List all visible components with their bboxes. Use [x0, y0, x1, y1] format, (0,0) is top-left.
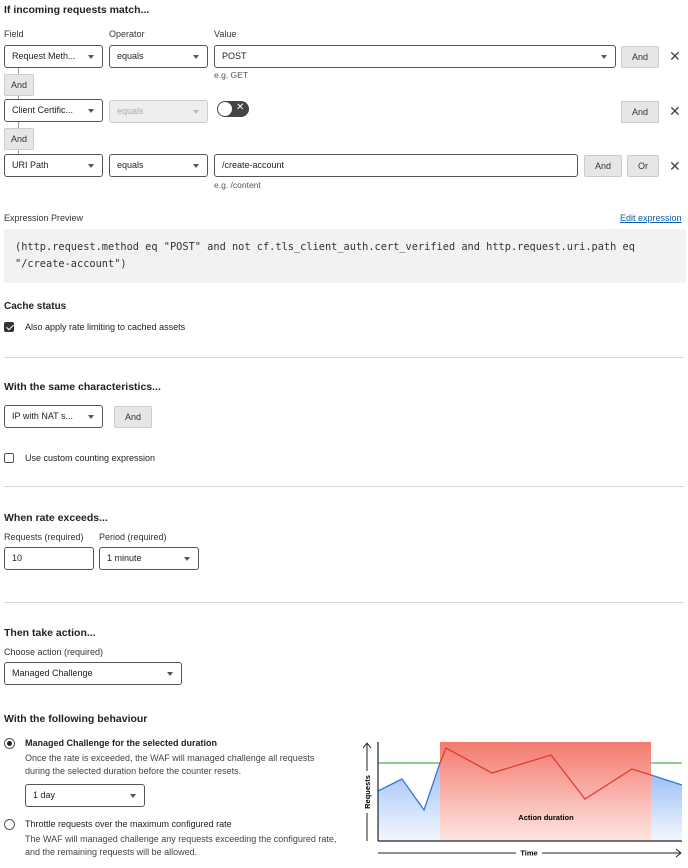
cache-checkbox[interactable]: [4, 322, 14, 332]
custom-expression-checkbox[interactable]: [4, 453, 14, 463]
field-select[interactable]: Client Certific...: [4, 99, 103, 122]
action-duration-band: [440, 742, 651, 841]
value-toggle[interactable]: ✕: [217, 101, 249, 117]
y-axis-label: Requests: [363, 775, 372, 809]
characteristics-title: With the same characteristics...: [4, 381, 161, 393]
connector-line: [18, 146, 19, 154]
expression-label: Expression Preview: [4, 213, 84, 223]
field-header: Field: [4, 29, 24, 39]
or-button[interactable]: Or: [627, 155, 659, 177]
action-select[interactable]: Managed Challenge: [4, 662, 182, 685]
expression-preview: (http.request.method eq "POST" and not c…: [4, 229, 686, 283]
and-button[interactable]: And: [114, 406, 152, 428]
connector-line: [18, 122, 19, 130]
duration-option-title: Managed Challenge for the selected durat…: [25, 738, 218, 748]
operator-select[interactable]: equals: [109, 45, 208, 68]
and-button[interactable]: And: [584, 155, 622, 177]
value-hint: e.g. GET: [214, 70, 249, 80]
field-select[interactable]: URI Path: [4, 154, 103, 177]
remove-icon[interactable]: ✕: [669, 48, 681, 64]
duration-radio[interactable]: [4, 738, 15, 749]
remove-icon[interactable]: ✕: [669, 158, 681, 174]
under-threshold-area: [378, 763, 440, 841]
under-threshold-area: [651, 775, 682, 841]
value-input[interactable]: /create-account: [214, 154, 578, 177]
divider: [4, 602, 684, 603]
x-axis-label: Time: [520, 849, 537, 858]
x-arrow-head: [675, 848, 682, 858]
requests-input[interactable]: 10: [4, 547, 94, 570]
divider: [4, 357, 684, 358]
close-icon: ✕: [236, 102, 245, 113]
match-title: If incoming requests match...: [4, 4, 150, 16]
field-select[interactable]: Request Meth...: [4, 45, 103, 68]
cache-checkbox-label: Also apply rate limiting to cached asset…: [25, 322, 186, 332]
action-title: Then take action...: [4, 627, 96, 639]
and-button[interactable]: And: [621, 46, 659, 68]
requests-label: Requests (required): [4, 532, 84, 542]
rate-title: When rate exceeds...: [4, 512, 108, 524]
connector-line: [18, 67, 19, 76]
value-hint: e.g. /content: [214, 180, 261, 190]
characteristics-select[interactable]: IP with NAT s...: [4, 405, 103, 428]
throttle-option-desc: The WAF will managed challenge any reque…: [25, 834, 337, 857]
throttle-radio[interactable]: [4, 819, 15, 830]
choose-action-label: Choose action (required): [4, 647, 104, 657]
period-label: Period (required): [99, 532, 167, 542]
divider: [4, 486, 684, 487]
and-connector-button[interactable]: And: [4, 128, 34, 150]
requests-line-under: [650, 774, 683, 786]
duration-select[interactable]: 1 day: [25, 784, 145, 807]
action-duration-label: Action duration: [518, 813, 574, 822]
operator-select[interactable]: equals: [109, 154, 208, 177]
operator-select: equals: [109, 100, 208, 123]
period-select[interactable]: 1 minute: [99, 547, 199, 570]
remove-icon[interactable]: ✕: [669, 103, 681, 119]
duration-option-desc: Once the rate is exceeded, the WAF will …: [25, 753, 315, 776]
toggle-knob: [218, 102, 232, 116]
requests-line-over: [439, 747, 652, 800]
throttle-option-title: Throttle requests over the maximum confi…: [25, 819, 232, 829]
value-header: Value: [214, 29, 237, 39]
behaviour-title: With the following behaviour: [4, 713, 148, 725]
y-arrow-head: [362, 742, 372, 749]
custom-expression-label: Use custom counting expression: [25, 453, 156, 463]
edit-expression-link[interactable]: Edit expression: [620, 213, 682, 223]
value-select[interactable]: POST: [214, 45, 616, 68]
and-connector-button[interactable]: And: [4, 74, 34, 96]
rate-limit-diagram: Requests Time Action duration: [358, 742, 683, 859]
requests-line-under: [377, 762, 441, 812]
operator-header: Operator: [109, 29, 145, 39]
and-button[interactable]: And: [621, 101, 659, 123]
cache-title: Cache status: [4, 301, 67, 312]
